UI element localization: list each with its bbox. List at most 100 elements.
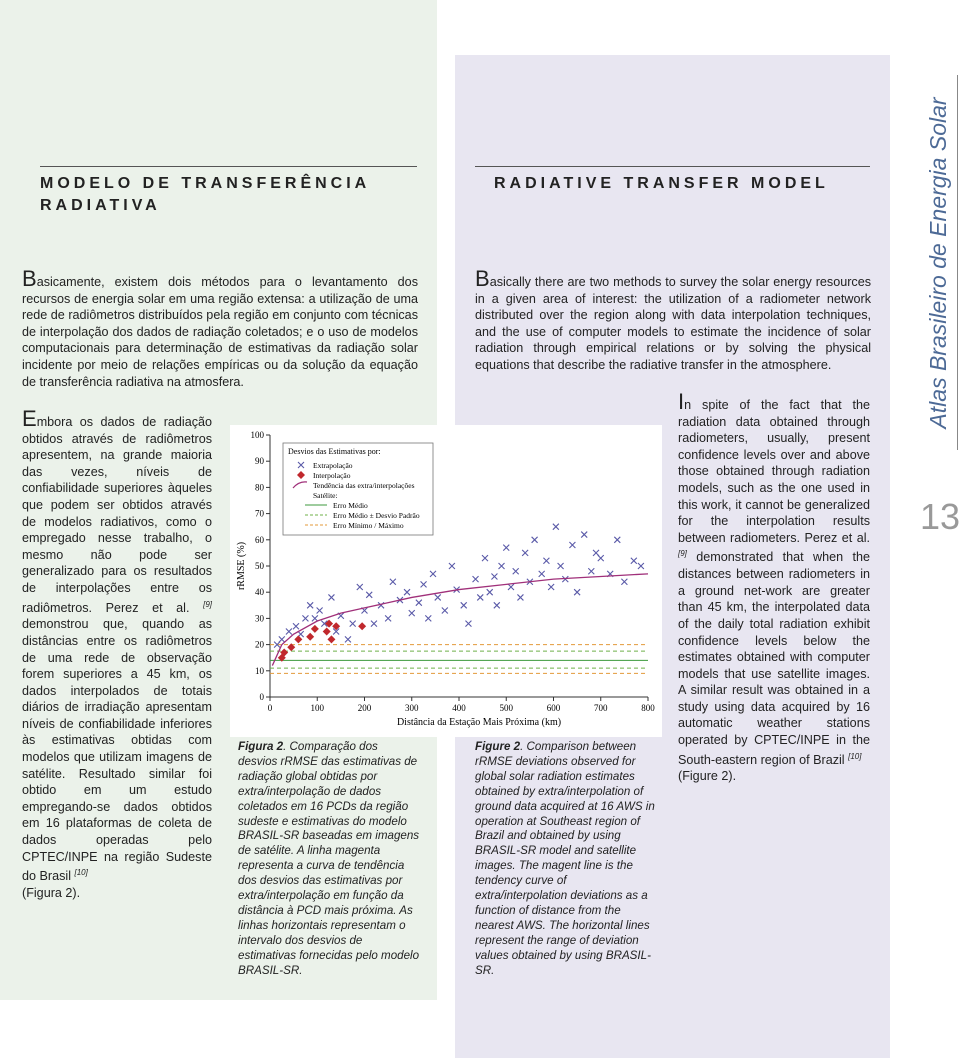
legend-symbol xyxy=(297,471,305,479)
point xyxy=(620,578,628,586)
point xyxy=(429,570,437,578)
legend-symbol xyxy=(292,481,308,489)
point xyxy=(512,567,520,575)
paragraph: Basicamente, existem dois métodos para o… xyxy=(22,268,418,390)
x-tick-label: 100 xyxy=(311,703,325,713)
caption-text: . Comparação dos desvios rRMSE das estim… xyxy=(238,740,420,977)
y-tick-label: 40 xyxy=(255,587,265,597)
legend-box xyxy=(282,442,434,536)
page-number: 13 xyxy=(919,496,960,537)
point xyxy=(280,648,289,657)
point xyxy=(502,544,510,552)
point xyxy=(349,620,357,628)
point xyxy=(306,601,314,609)
paragraph: Basically there are two methods to surve… xyxy=(475,268,871,374)
point xyxy=(587,567,595,575)
point xyxy=(547,583,555,591)
text: asicamente, existem dois métodos para o … xyxy=(22,275,418,389)
x-tick-label: 500 xyxy=(500,703,514,713)
text: demonstrou que, quando as distâncias ent… xyxy=(22,617,212,884)
point xyxy=(389,578,397,586)
legend-symbol xyxy=(297,461,305,469)
heading: MODELO DE TRANSFERÊNCIA RADIATIVA xyxy=(40,175,370,214)
point xyxy=(322,627,331,636)
paragraph: Embora os dados de radiação obtidos atra… xyxy=(22,408,212,902)
point xyxy=(517,594,524,601)
drop-cap: E xyxy=(22,406,37,431)
point xyxy=(285,628,293,635)
point xyxy=(332,622,341,631)
reference: [10] xyxy=(74,868,88,878)
point xyxy=(328,594,335,601)
reference: [10] xyxy=(848,751,862,761)
point xyxy=(448,562,456,570)
y-tick-label: 90 xyxy=(255,456,265,466)
y-tick-label: 0 xyxy=(260,692,265,702)
point xyxy=(344,635,352,643)
text: n spite of the fact that the radiation d… xyxy=(678,398,870,545)
text: mbora os dados de radiação obtidos atrav… xyxy=(22,415,212,615)
caption: Figura 2. Comparação dos desvios rRMSE d… xyxy=(238,740,420,979)
drop-cap: B xyxy=(22,266,37,291)
point xyxy=(370,620,378,628)
point xyxy=(543,557,550,565)
legend-title: Desvios das Estimativas por: xyxy=(288,447,381,456)
point xyxy=(613,536,621,544)
point xyxy=(521,549,529,557)
point xyxy=(306,632,315,641)
point xyxy=(365,591,373,599)
point xyxy=(580,531,588,538)
y-tick-label: 80 xyxy=(255,482,265,492)
drop-cap: B xyxy=(475,266,490,291)
point xyxy=(384,615,392,622)
point xyxy=(316,607,324,614)
point xyxy=(278,635,286,643)
text: demonstrated that when the distances bet… xyxy=(678,550,871,767)
x-tick-label: 700 xyxy=(594,703,608,713)
point xyxy=(415,599,423,607)
point xyxy=(403,588,411,596)
x-tick-label: 800 xyxy=(641,703,655,713)
text: (Figure 2). xyxy=(678,769,737,784)
x-axis-label: Distância da Estação Mais Próxima (km) xyxy=(397,717,561,728)
y-tick-label: 30 xyxy=(255,613,265,623)
point xyxy=(287,643,296,652)
reference: [9] xyxy=(203,599,212,609)
point xyxy=(310,624,319,633)
point xyxy=(486,588,494,596)
x-tick-label: 400 xyxy=(452,703,466,713)
point xyxy=(561,575,569,583)
y-tick-label: 70 xyxy=(255,509,265,519)
y-tick-label: 10 xyxy=(255,666,265,676)
side-rule xyxy=(957,75,958,450)
point xyxy=(358,622,367,631)
caption-text: . Comparison between rRMSE deviations ob… xyxy=(475,740,655,977)
text: (Figura 2). xyxy=(22,886,81,900)
x-tick-label: 300 xyxy=(405,703,419,713)
point xyxy=(481,554,489,562)
point xyxy=(302,615,309,622)
reference: [9] xyxy=(678,549,687,559)
point xyxy=(493,601,501,609)
point xyxy=(476,594,484,601)
point xyxy=(531,536,538,544)
point xyxy=(507,583,515,591)
y-tick-label: 20 xyxy=(255,640,265,650)
legend-label: Erro Médio xyxy=(333,501,368,510)
legend-label: Interpolação xyxy=(313,471,351,480)
x-tick-label: 0 xyxy=(268,703,273,713)
point xyxy=(424,615,432,622)
point xyxy=(294,635,303,644)
rule xyxy=(475,166,870,167)
rule xyxy=(40,166,417,167)
point xyxy=(472,575,479,583)
point xyxy=(325,619,334,628)
point xyxy=(597,554,605,562)
point xyxy=(637,562,645,570)
point xyxy=(552,523,560,531)
x-tick-label: 200 xyxy=(358,703,372,713)
x-tick-label: 600 xyxy=(547,703,561,713)
caption: Figure 2. Comparison between rRMSE devia… xyxy=(475,740,657,979)
legend-subtitle: Satélite: xyxy=(313,491,338,500)
